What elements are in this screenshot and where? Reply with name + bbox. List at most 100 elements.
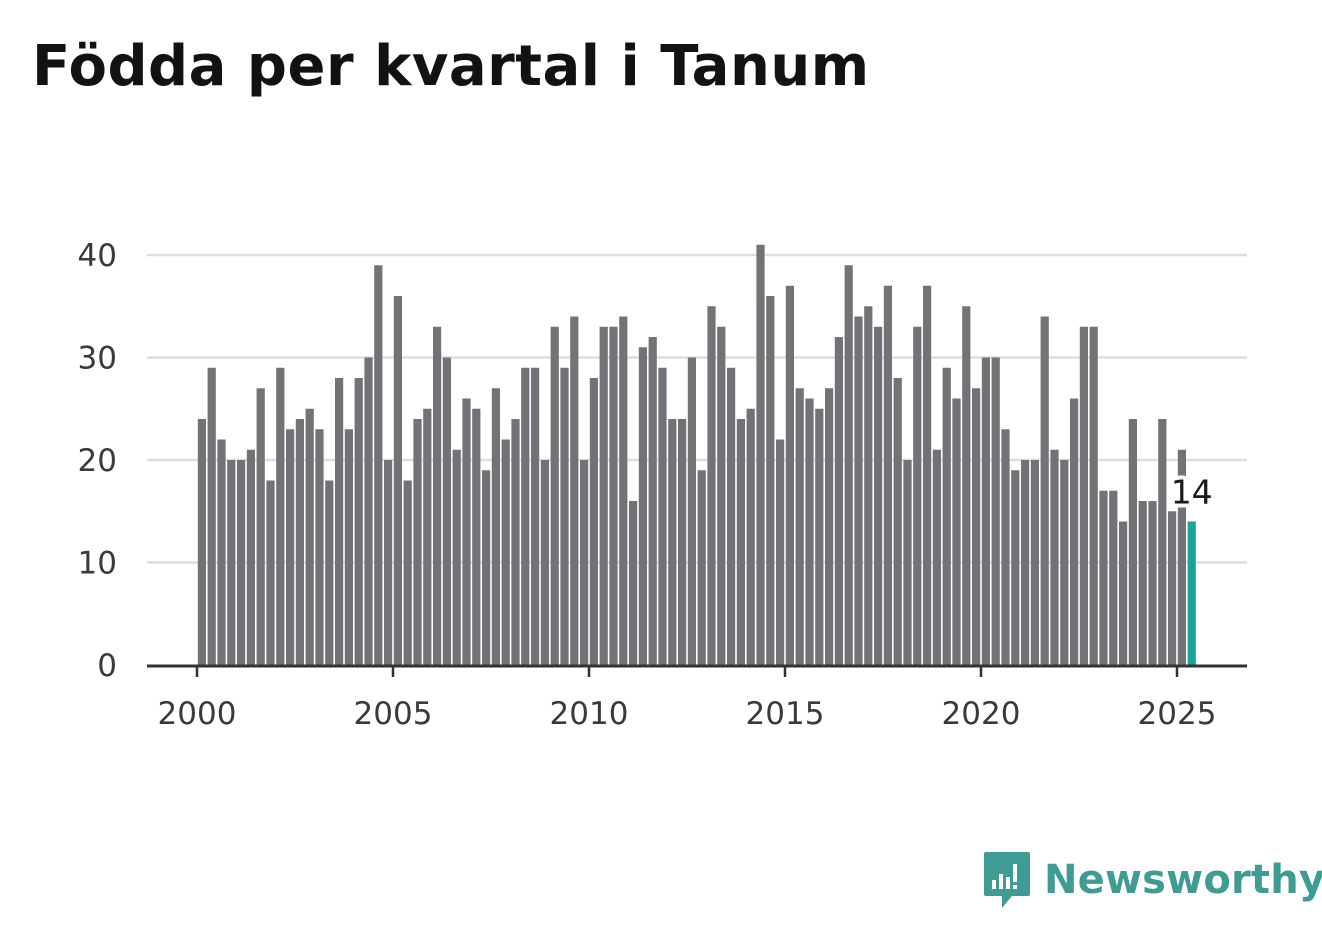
bar <box>1040 316 1049 665</box>
bar <box>854 316 863 665</box>
bar <box>256 388 265 665</box>
bar <box>550 326 559 665</box>
bar <box>393 296 402 665</box>
bar <box>756 244 765 665</box>
bar <box>952 398 961 665</box>
bars <box>197 244 1196 665</box>
bar <box>472 408 481 665</box>
bar <box>521 367 530 665</box>
bar <box>648 337 657 665</box>
bar <box>1021 460 1030 665</box>
y-tick-label: 40 <box>78 238 117 274</box>
bar <box>462 398 471 665</box>
bar <box>276 367 285 665</box>
bar <box>344 429 353 665</box>
newsworthy-logo[interactable]: Newsworthy <box>982 850 1322 910</box>
bar <box>1089 326 1098 665</box>
bar <box>207 367 216 665</box>
y-tick-label: 0 <box>97 648 117 684</box>
bar <box>1050 449 1059 665</box>
bar <box>609 326 618 665</box>
bar <box>315 429 324 665</box>
bar <box>560 367 569 665</box>
newsworthy-logo-icon <box>984 852 1030 908</box>
bar <box>825 388 834 665</box>
bar <box>491 388 500 665</box>
bar <box>913 326 922 665</box>
bar <box>707 306 716 665</box>
brand-name: Newsworthy <box>1044 857 1322 903</box>
bar <box>638 347 647 665</box>
bar <box>482 470 491 665</box>
bar <box>589 378 598 665</box>
bar <box>972 388 981 665</box>
bar <box>1138 501 1147 665</box>
bar <box>815 408 824 665</box>
bar <box>580 460 589 665</box>
bar <box>991 357 1000 665</box>
bar <box>1177 449 1186 665</box>
bar <box>227 460 236 665</box>
bar <box>844 265 853 665</box>
bar <box>717 326 726 665</box>
bar <box>364 357 373 665</box>
bar-latest <box>1187 521 1196 665</box>
bar <box>766 296 775 665</box>
bar <box>736 419 745 665</box>
bar <box>286 429 295 665</box>
bar <box>678 419 687 665</box>
bar <box>325 480 334 665</box>
bar <box>442 357 451 665</box>
bar <box>197 419 206 665</box>
bar <box>570 316 579 665</box>
bar <box>1128 419 1137 665</box>
x-tick-label: 2015 <box>746 696 825 732</box>
bar <box>629 501 638 665</box>
bar <box>795 388 804 665</box>
bar <box>727 367 736 665</box>
bar <box>403 480 412 665</box>
bar <box>874 326 883 665</box>
bar <box>374 265 383 665</box>
bar <box>1168 511 1177 665</box>
bar <box>335 378 344 665</box>
bar <box>1060 460 1069 665</box>
bar <box>354 378 363 665</box>
bar <box>246 449 255 665</box>
bar <box>1030 460 1039 665</box>
bar <box>687 357 696 665</box>
bar <box>1119 521 1128 665</box>
value-label-latest: 14 <box>1171 473 1213 512</box>
bar <box>452 449 461 665</box>
bar <box>531 367 540 665</box>
bar <box>501 439 510 665</box>
bar <box>658 367 667 665</box>
bar <box>1070 398 1079 665</box>
bar <box>1099 490 1108 665</box>
bar <box>619 316 628 665</box>
bar <box>981 357 990 665</box>
bar <box>776 439 785 665</box>
bar <box>893 378 902 665</box>
bar <box>668 419 677 665</box>
bar <box>697 470 706 665</box>
y-tick-label: 10 <box>78 546 117 582</box>
bar <box>923 285 932 665</box>
bar <box>599 326 608 665</box>
x-tick-label: 2020 <box>942 696 1021 732</box>
bar <box>413 419 422 665</box>
bar <box>1158 419 1167 665</box>
bar <box>1109 490 1118 665</box>
bar <box>903 460 912 665</box>
bar <box>384 460 393 665</box>
chart-title: Födda per kvartal i Tanum <box>32 34 870 99</box>
axes <box>147 664 1247 677</box>
bar <box>1148 501 1157 665</box>
bar <box>1001 429 1010 665</box>
y-tick-label: 20 <box>78 443 117 479</box>
bar <box>433 326 442 665</box>
bar <box>266 480 275 665</box>
bar <box>237 460 246 665</box>
bar <box>746 408 755 665</box>
